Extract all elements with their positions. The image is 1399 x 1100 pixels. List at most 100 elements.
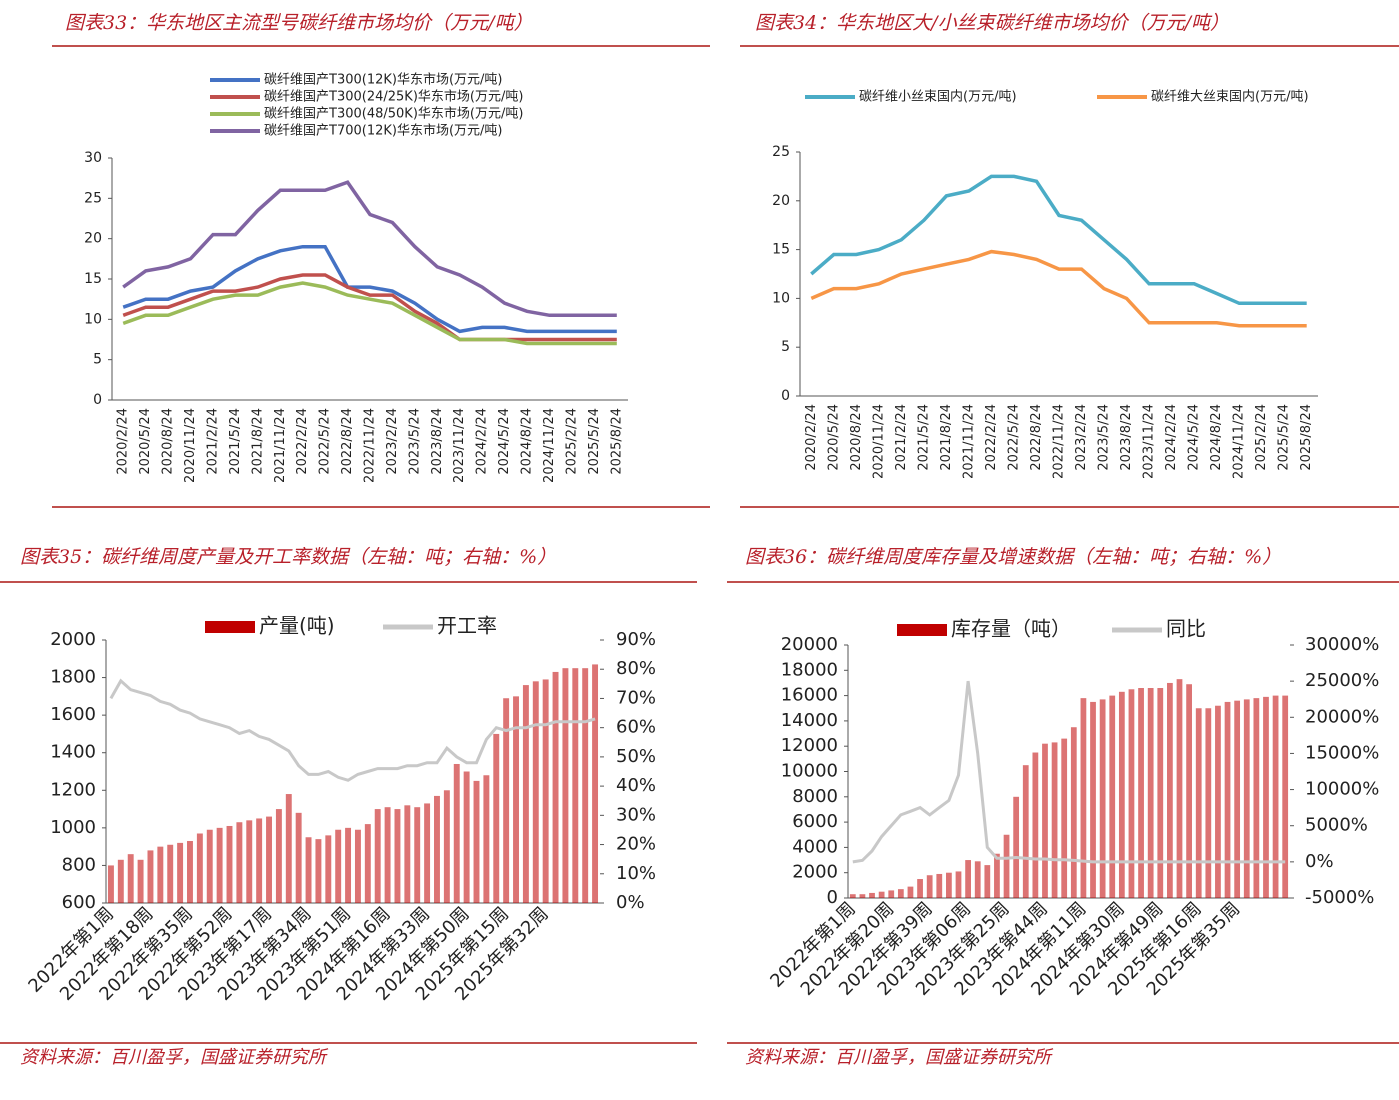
y-tick-label: 15 xyxy=(772,242,790,258)
x-tick-label: 2020/8/24 xyxy=(161,408,176,475)
y-tick-label: 10 xyxy=(84,311,102,327)
series-line xyxy=(810,249,1307,328)
bar xyxy=(1013,796,1020,898)
bar xyxy=(859,894,866,898)
bar xyxy=(1118,691,1125,898)
bar xyxy=(394,809,401,903)
x-tick-label: 2021/5/24 xyxy=(228,408,243,475)
bar xyxy=(926,875,933,898)
bar xyxy=(147,850,154,903)
bar xyxy=(1157,688,1164,898)
bar xyxy=(404,805,411,903)
bar xyxy=(888,890,895,898)
y2-tick-label: 80% xyxy=(616,658,656,679)
x-tick-label: 2020/2/24 xyxy=(804,404,819,471)
y2-tick-label: 50% xyxy=(616,746,656,767)
bar xyxy=(897,889,904,898)
y-tick-label: 0 xyxy=(827,887,838,908)
x-tick-label: 2024/5/24 xyxy=(1187,404,1202,471)
bar xyxy=(1234,700,1241,898)
y-tick-label: 2000 xyxy=(50,629,96,650)
bar xyxy=(275,809,282,903)
bar xyxy=(443,790,450,903)
bar xyxy=(246,820,253,903)
bar xyxy=(364,824,371,903)
x-tick-label: 2021/8/24 xyxy=(939,404,954,471)
x-tick-label: 2021/11/24 xyxy=(961,404,976,479)
x-tick-label: 2023/5/24 xyxy=(1097,404,1112,471)
y-tick-label: 4000 xyxy=(792,836,838,857)
y2-tick-label: 0% xyxy=(1305,851,1334,872)
legend-label: 库存量（吨） xyxy=(951,617,1071,641)
bar xyxy=(216,827,223,903)
x-tick-label: 2025/8/24 xyxy=(1299,404,1314,471)
x-tick-label: 2023/2/24 xyxy=(1074,404,1089,471)
y2-tick-label: 90% xyxy=(616,629,656,650)
bar xyxy=(127,854,134,903)
bar xyxy=(157,846,164,903)
legend-label: 产量(吨) xyxy=(259,614,335,638)
y-tick-label: 1200 xyxy=(50,779,96,800)
bar xyxy=(196,833,203,903)
chart-title: 图表35：碳纤维周度产量及开工率数据（左轴：吨；右轴：%） xyxy=(20,546,556,568)
x-tick-label: 2022/8/24 xyxy=(340,408,355,475)
y-tick-label: 15 xyxy=(84,271,102,287)
bar xyxy=(187,841,193,903)
source: 资料来源：百川盈孚，国盛证券研究所 xyxy=(745,1047,1054,1068)
bar xyxy=(1176,679,1183,898)
x-tick-label: 2023/8/24 xyxy=(430,408,445,475)
legend-label: 碳纤维国产T700(12K)华东市场(万元/吨) xyxy=(264,123,503,139)
x-tick-label: 2021/5/24 xyxy=(916,404,931,471)
bar xyxy=(305,837,312,903)
y2-tick-label: 5000% xyxy=(1305,815,1368,836)
bar xyxy=(117,859,124,903)
bar xyxy=(522,685,529,903)
x-tick-label: 2020/8/24 xyxy=(849,404,864,471)
bar xyxy=(562,668,569,903)
bar xyxy=(1215,705,1221,898)
y2-tick-label: 60% xyxy=(616,717,656,738)
bar xyxy=(384,807,391,903)
x-tick-label: 2020/11/24 xyxy=(183,408,198,483)
bar xyxy=(414,807,421,903)
x-tick-label: 2024/5/24 xyxy=(497,408,512,475)
bar xyxy=(137,859,144,903)
legend-label: 碳纤维小丝束国内(万元/吨) xyxy=(859,89,1017,105)
bar xyxy=(552,671,559,903)
bar xyxy=(424,803,431,903)
x-tick-label: 2020/2/24 xyxy=(116,408,131,475)
bar xyxy=(206,829,213,903)
bar xyxy=(453,763,460,903)
x-tick-label: 2023/11/24 xyxy=(1142,404,1157,479)
bar xyxy=(1263,696,1269,898)
y2-tick-label: 30000% xyxy=(1305,634,1379,655)
bar xyxy=(917,879,923,898)
y2-tick-label: 20000% xyxy=(1305,706,1379,727)
bar xyxy=(1138,688,1144,898)
x-tick-label: 2020/5/24 xyxy=(138,408,153,475)
bar xyxy=(335,829,342,903)
x-tick-label: 2023/5/24 xyxy=(407,408,422,475)
bar xyxy=(974,861,981,898)
y-tick-label: 20 xyxy=(772,193,790,209)
bar xyxy=(994,853,1000,898)
x-tick-label: 2022/11/24 xyxy=(363,408,378,483)
bar xyxy=(1186,684,1192,898)
y-tick-label: 14000 xyxy=(781,710,838,731)
bar xyxy=(226,825,233,903)
bar xyxy=(1061,738,1068,898)
y-tick-label: 1400 xyxy=(50,742,96,763)
legend-label: 同比 xyxy=(1166,617,1206,641)
bar xyxy=(463,771,470,903)
bar xyxy=(984,865,991,898)
bar xyxy=(513,696,519,903)
series-line xyxy=(122,244,617,334)
legend-label: 碳纤维国产T300(12K)华东市场(万元/吨) xyxy=(264,72,503,88)
bar xyxy=(1022,765,1029,898)
x-tick-label: 2022/2/24 xyxy=(295,408,310,475)
bar xyxy=(1205,708,1212,898)
bar xyxy=(542,679,549,903)
y2-tick-label: 20% xyxy=(616,834,656,855)
y-tick-label: 12000 xyxy=(781,735,838,756)
